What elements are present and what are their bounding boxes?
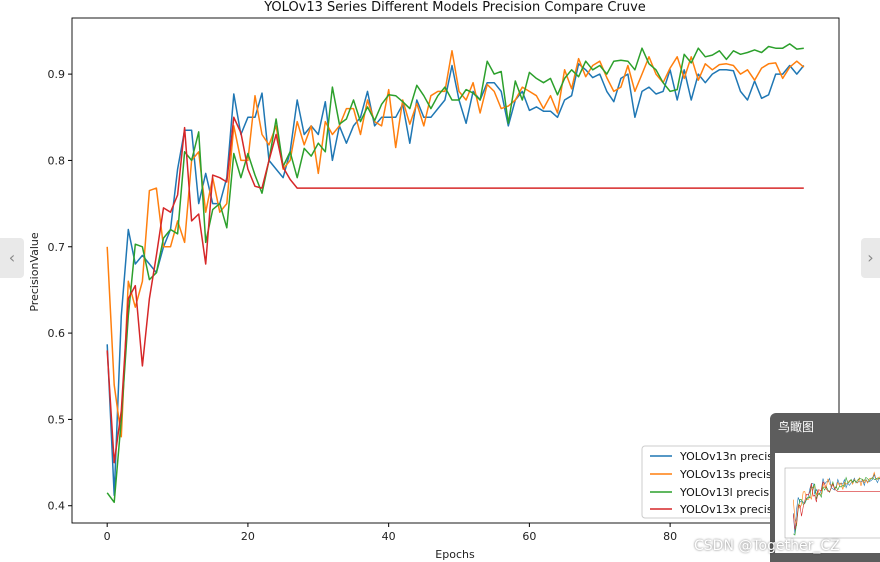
y-tick-label: 0.8 bbox=[48, 154, 66, 167]
minimap-panel[interactable]: 鸟瞰图 bbox=[770, 413, 880, 562]
minimap-series-0 bbox=[793, 473, 880, 535]
legend-label-0: YOLOv13n precis bbox=[679, 450, 773, 463]
y-axis-ticks: 0.4 0.5 0.6 0.7 0.8 0.9 bbox=[48, 68, 72, 513]
chart-title: YOLOv13 Series Different Models Precisio… bbox=[263, 0, 646, 15]
y-tick-label: 0.6 bbox=[48, 327, 66, 340]
y-tick-label: 0.7 bbox=[48, 241, 66, 254]
y-tick-label: 0.9 bbox=[48, 68, 66, 81]
y-tick-label: 0.4 bbox=[48, 500, 66, 513]
x-axis-ticks: 0 20 40 60 80 bbox=[104, 523, 677, 543]
minimap-plot-frame bbox=[784, 467, 880, 539]
chevron-right-icon: › bbox=[867, 248, 874, 267]
minimap-thumbnail[interactable] bbox=[775, 453, 880, 553]
next-image-button[interactable]: › bbox=[861, 238, 880, 278]
watermark: CSDN @Together_CZ bbox=[694, 538, 840, 554]
x-axis-label: Epochs bbox=[435, 548, 475, 561]
minimap-series-1 bbox=[793, 471, 880, 527]
y-axis-label: PrecisionValue bbox=[28, 232, 41, 312]
minimap-series-3 bbox=[793, 481, 880, 530]
previous-image-button[interactable]: ‹ bbox=[0, 238, 24, 278]
minimap-series-2 bbox=[793, 476, 880, 536]
x-tick-label: 80 bbox=[663, 530, 677, 543]
x-tick-label: 60 bbox=[522, 530, 536, 543]
x-tick-label: 0 bbox=[104, 530, 111, 543]
legend-label-2: YOLOv13l precis bbox=[679, 486, 769, 499]
x-tick-label: 20 bbox=[241, 530, 255, 543]
legend-label-3: YOLOv13x precis bbox=[679, 503, 773, 516]
series-line-3 bbox=[106, 116, 804, 464]
y-tick-label: 0.5 bbox=[48, 413, 66, 426]
series-line-0 bbox=[106, 63, 805, 497]
legend-label-1: YOLOv13s precis bbox=[679, 468, 772, 481]
chevron-left-icon: ‹ bbox=[8, 248, 16, 267]
series-line-1 bbox=[106, 50, 805, 438]
series-lines bbox=[106, 43, 805, 504]
x-tick-label: 40 bbox=[382, 530, 396, 543]
minimap-thumbnail-chart bbox=[784, 467, 880, 539]
minimap-title: 鸟瞰图 bbox=[778, 420, 815, 434]
series-line-2 bbox=[106, 43, 804, 504]
plot-area bbox=[71, 17, 840, 524]
